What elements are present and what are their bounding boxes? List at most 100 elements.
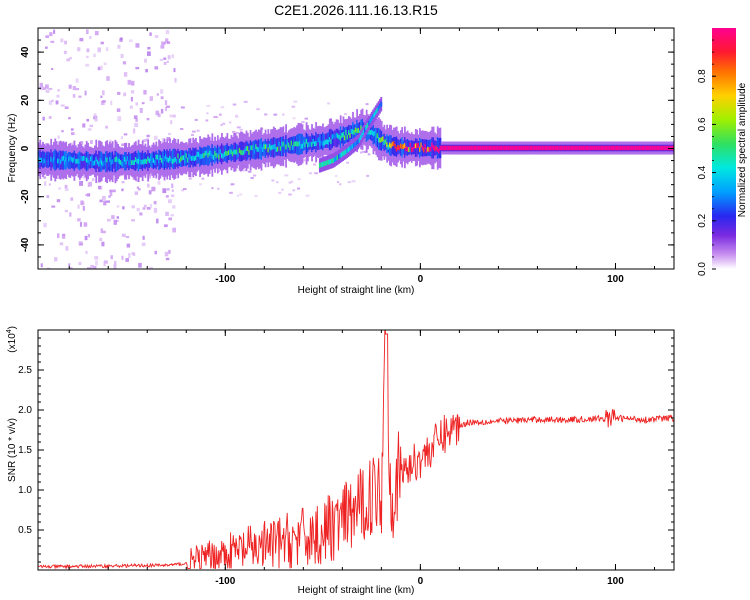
noise-speckle [130, 96, 133, 102]
trace-core [87, 158, 89, 163]
noise-speckle [127, 79, 132, 85]
trace-core [190, 156, 193, 161]
noise-speckle [39, 82, 43, 88]
trace-core [121, 161, 124, 167]
trace-core [383, 140, 386, 146]
trace-core [128, 160, 130, 166]
trace-mid [156, 153, 159, 167]
trace-core [134, 157, 137, 162]
noise-speckle [143, 204, 147, 208]
trace-core [197, 152, 200, 157]
trace-core [124, 156, 126, 162]
trace-core [216, 152, 219, 158]
trace-core [481, 145, 484, 151]
trace-core [212, 155, 215, 160]
trace-core [317, 137, 320, 143]
noise-speckle [112, 189, 116, 193]
trace-core [201, 153, 204, 159]
branch-core [350, 145, 353, 150]
trace-core [143, 159, 145, 165]
noise-speckle [165, 29, 170, 35]
trace-core [410, 147, 413, 153]
noise-speckle [271, 179, 275, 182]
noise-speckle [132, 252, 136, 256]
trace-core [144, 158, 147, 164]
trace-core [160, 157, 163, 163]
noise-speckle [80, 200, 84, 206]
noise-speckle [256, 108, 260, 111]
trace-core [263, 143, 266, 149]
noise-speckle [146, 206, 151, 210]
noise-speckle [253, 174, 257, 177]
trace-mid [151, 152, 154, 169]
noise-speckle [84, 90, 87, 96]
trace-core [158, 158, 160, 164]
colorbar-tick-label: 0.8 [697, 69, 708, 83]
noise-speckle [153, 207, 158, 213]
noise-speckle [72, 94, 76, 98]
noise-speckle [134, 122, 139, 128]
noise-speckle [94, 31, 99, 36]
noise-speckle [79, 221, 82, 227]
trace-mid [121, 154, 124, 169]
noise-speckle [147, 183, 150, 188]
trace-mid [358, 121, 361, 138]
trace-core [242, 150, 245, 155]
noise-speckle [68, 263, 71, 267]
trace-core [100, 160, 103, 166]
trace-core [199, 154, 201, 160]
trace-core [315, 141, 318, 146]
trace-core [184, 158, 186, 164]
trace-core [122, 159, 125, 165]
trace-core [48, 156, 51, 162]
noise-speckle [108, 195, 111, 198]
noise-speckle [60, 104, 65, 107]
trace-core [503, 145, 506, 151]
trace-core [335, 132, 338, 138]
noise-speckle [79, 141, 84, 145]
trace-mid [205, 146, 208, 165]
noise-speckle [360, 151, 363, 154]
noise-speckle [131, 219, 135, 222]
noise-speckle [305, 194, 310, 197]
trace-core [649, 145, 652, 151]
trace-core [487, 145, 490, 151]
branch-core [347, 147, 350, 153]
noise-speckle [130, 80, 135, 86]
noise-speckle [66, 58, 71, 62]
trace-core [111, 159, 114, 164]
noise-speckle [69, 57, 72, 60]
noise-speckle [156, 218, 159, 224]
branch-core [325, 160, 328, 166]
trace-mid [286, 139, 289, 153]
trace-core [440, 145, 443, 151]
trace-core [186, 157, 189, 163]
trace-core [107, 162, 110, 167]
trace-core [629, 145, 632, 151]
trace-core [92, 160, 95, 166]
trace-core [231, 151, 234, 157]
trace-core [492, 145, 495, 151]
trace-core [647, 145, 649, 151]
trace-core [633, 145, 636, 151]
noise-speckle [111, 215, 115, 220]
noise-speckle [97, 185, 101, 190]
trace-core [125, 159, 128, 165]
trace-core [490, 145, 492, 151]
trace-core [57, 158, 59, 164]
trace-core [59, 159, 62, 165]
noise-speckle [106, 218, 111, 222]
trace-core [346, 134, 349, 140]
noise-speckle [141, 102, 145, 105]
trace-core [457, 145, 460, 151]
branch-core [332, 158, 335, 163]
trace-core [46, 154, 48, 160]
noise-speckle [45, 46, 48, 49]
trace-core [353, 129, 356, 135]
noise-speckle [303, 159, 306, 162]
trace-core [576, 145, 578, 151]
trace-core [454, 145, 457, 151]
noise-speckle [40, 263, 43, 268]
noise-speckle [301, 121, 305, 124]
trace-core [413, 143, 416, 149]
